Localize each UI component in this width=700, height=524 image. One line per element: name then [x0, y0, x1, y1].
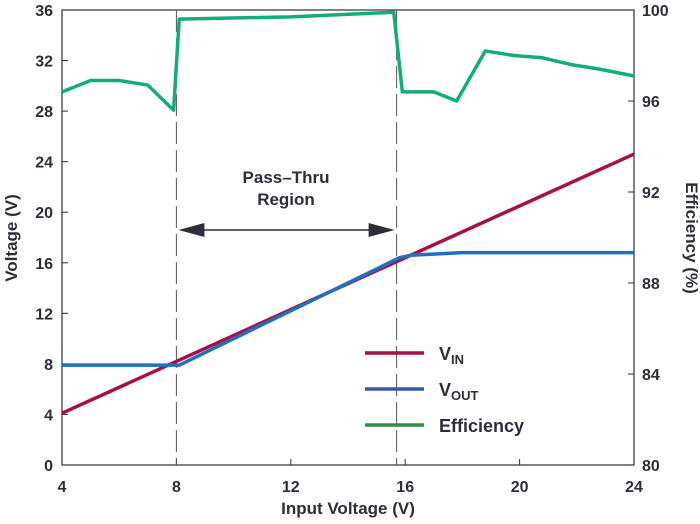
x-axis-label: Input Voltage (V) — [281, 499, 415, 518]
region-label-line2: Region — [257, 190, 315, 209]
region-arrow-left-head — [178, 223, 205, 237]
y-tick-label: 24 — [35, 155, 53, 172]
legend-label-efficiency: Efficiency — [439, 416, 524, 436]
y-axis-label: Voltage (V) — [2, 194, 21, 282]
x-tick-label: 12 — [282, 479, 300, 496]
series-line-efficiency — [61, 10, 635, 112]
y-tick-label: 12 — [35, 306, 53, 323]
x-tick-label: 20 — [511, 479, 529, 496]
y2-tick-label: 96 — [642, 94, 660, 111]
region-label-line1: Pass–Thru — [243, 168, 330, 187]
y-tick-label: 0 — [44, 458, 53, 475]
y2-axis-label: Efficiency (%) — [682, 182, 700, 293]
y2-tick-label: 100 — [642, 3, 669, 20]
y-tick-label: 20 — [35, 205, 53, 222]
x-tick-label: 4 — [58, 479, 67, 496]
x-tick-label: 8 — [172, 479, 181, 496]
x-tick-label: 24 — [625, 479, 643, 496]
legend-label-vout: VOUT — [439, 380, 479, 403]
y-tick-label: 36 — [35, 3, 53, 20]
x-tick-label: 16 — [396, 479, 414, 496]
y-tick-label: 32 — [35, 54, 53, 71]
region-arrow-right-head — [368, 223, 395, 237]
y-tick-label: 8 — [44, 357, 53, 374]
y2-tick-label: 92 — [642, 185, 660, 202]
plot-frame — [61, 9, 635, 466]
y2-tick-label: 80 — [642, 458, 660, 475]
y2-tick-label: 88 — [642, 276, 660, 293]
y-tick-label: 16 — [35, 256, 53, 273]
y-tick-label: 4 — [44, 407, 53, 424]
legend-label-vin: VIN — [439, 344, 464, 367]
y2-tick-label: 84 — [642, 367, 660, 384]
y-tick-label: 28 — [35, 104, 53, 121]
series-line-vout — [62, 250, 634, 367]
